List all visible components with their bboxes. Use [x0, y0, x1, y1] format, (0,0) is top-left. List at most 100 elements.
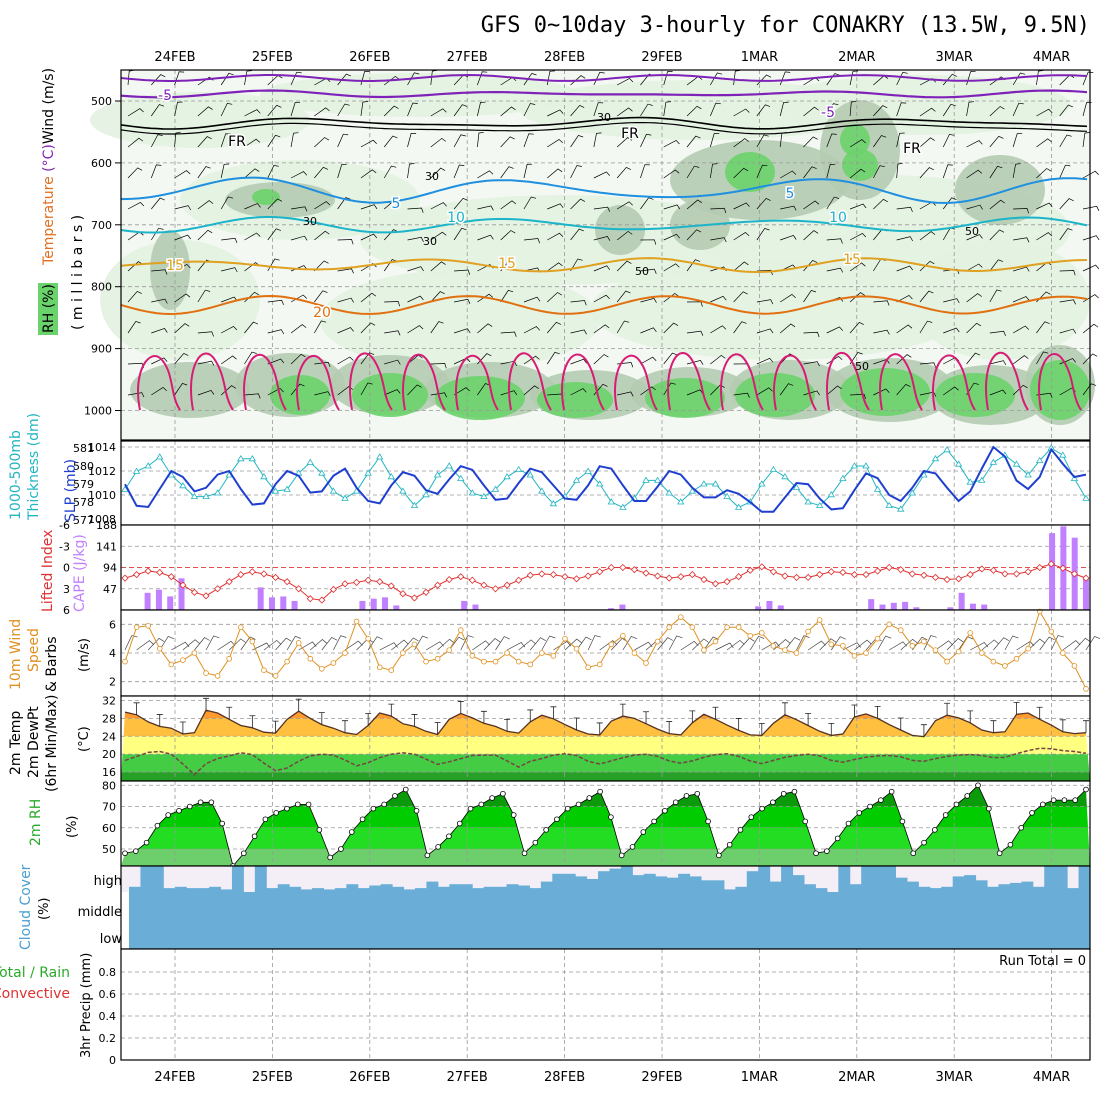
thickness-point: [642, 476, 650, 483]
upper-wind-barb: [849, 139, 866, 148]
upper-wind-barb: [663, 382, 676, 396]
wind-speed-point: [886, 621, 892, 628]
upper-wind-barb: [197, 200, 214, 210]
cape-tick-label: 188: [96, 519, 117, 532]
thickness-point: [491, 485, 500, 492]
slp-panel-bg: [121, 441, 1090, 525]
rh-2m-point: [273, 810, 279, 816]
rh-2m-point: [683, 793, 690, 799]
cloud-high-bar: [231, 866, 244, 892]
upper-wind-barb: [337, 103, 350, 117]
contour-freezing: [120, 116, 1088, 130]
upper-wind-barb: [849, 292, 865, 303]
rh-panel: 80 70 60 50 2m RH (%): [28, 779, 1091, 869]
temp-minmax-bar: [1059, 719, 1066, 732]
upper-wind-barb: [360, 204, 378, 210]
cloud-high-bar: [163, 888, 176, 892]
rh-2m-point: [888, 788, 895, 795]
upper-wind-barb: [1012, 72, 1026, 86]
upper-wind-barb: [500, 136, 515, 148]
rh-tick-label: 70: [102, 801, 116, 814]
contour-25-lobe: [508, 352, 552, 411]
rh-2m-point: [986, 805, 992, 812]
surface-wind-panel: 6 4 2 10m Wind Speed & Barbs (m/s): [8, 608, 1100, 697]
surface-wind-barb: [819, 638, 837, 651]
cloud-level-labels: high middle low: [78, 874, 123, 947]
upper-wind-barb: [1036, 202, 1053, 210]
thickness-point: [1035, 456, 1044, 463]
upper-wind-barb: [733, 167, 749, 179]
upper-wind-barb: [989, 259, 1004, 272]
wind-speed-point: [735, 624, 742, 630]
thickness-point: [781, 473, 789, 480]
upper-wind-barb: [454, 269, 471, 275]
upper-wind-barb: [454, 298, 471, 304]
upper-wind-barb: [616, 201, 633, 210]
upper-wind-barb: [1012, 355, 1029, 365]
rh-2m-point: [424, 852, 431, 859]
upper-wind-barb: [290, 71, 302, 86]
wind-speed-point: [133, 624, 140, 630]
upper-wind-barb: [733, 138, 750, 148]
lifted-index-point: [410, 594, 419, 602]
lifted-index-point: [711, 580, 720, 588]
upper-wind-barb: [686, 389, 704, 396]
upper-wind-barb: [942, 134, 955, 148]
cloud-high-bar: [849, 884, 862, 892]
upper-wind-barb: [383, 105, 399, 117]
wind-speed-point: [423, 658, 429, 665]
wind-speed-point: [793, 650, 800, 656]
contour-25-lobe: [773, 354, 817, 411]
rh-contour-label-30: 30: [425, 170, 439, 183]
lifted-index-point: [202, 592, 210, 600]
rh-2m-point: [942, 812, 949, 818]
wind-speed-point: [712, 638, 719, 645]
surface-wind-barb: [668, 635, 683, 651]
rh-2m-point: [759, 805, 765, 812]
contour-minus5-upper: [120, 73, 1088, 82]
wind-speed-point: [191, 650, 198, 656]
upper-wind-barb: [500, 166, 514, 179]
thickness-point: [943, 446, 951, 453]
rh-2m-point: [651, 818, 657, 825]
temp-minmax-bar: [411, 714, 418, 727]
lifted-index-point: [260, 570, 268, 578]
upper-wind-barb: [1059, 270, 1076, 276]
upper-wind-barb: [360, 233, 378, 241]
upper-wind-barb: [244, 70, 252, 86]
surface-wind-barb: [136, 640, 155, 651]
upper-wind-barb: [919, 260, 935, 272]
wind-speed-point: [388, 667, 395, 673]
cloud-high-bar: [209, 886, 222, 892]
upper-wind-barb: [477, 170, 494, 179]
upper-wind-barb: [127, 320, 141, 334]
upper-wind-barb: [384, 301, 401, 307]
upper-wind-barb: [547, 321, 562, 334]
cloud-high-bar: [392, 886, 405, 892]
temp-minmax-bar: [967, 710, 974, 723]
upper-wind-barb: [360, 101, 368, 117]
upper-wind-barb: [197, 229, 213, 241]
rh-2m-point: [597, 788, 603, 795]
upper-wind-barb: [686, 229, 702, 241]
lifted-index-point: [237, 571, 245, 579]
upper-wind-barb: [221, 325, 238, 334]
upper-panel-frame: [120, 69, 1091, 441]
upper-wind-barb: [966, 140, 983, 148]
upper-wind-barb: [127, 290, 142, 303]
surface-wind-barb: [275, 637, 292, 651]
upper-wind-barb: [942, 73, 957, 86]
upper-wind-barb: [523, 133, 534, 148]
temp-minmax-bar: [504, 718, 511, 732]
upper-wind-barb: [756, 197, 771, 210]
upper-wind-barb: [849, 100, 857, 117]
upper-wind-barb: [523, 72, 537, 86]
thickness-point: [213, 489, 222, 496]
rh-2m-point: [543, 827, 549, 833]
cloud-high-bar: [426, 881, 439, 892]
cape-bar: [947, 607, 954, 610]
upper-wind-barb: [453, 134, 466, 148]
wind-speed-point: [770, 643, 777, 649]
upper-wind-barb: [150, 134, 163, 148]
upper-wind-barb: [407, 266, 424, 272]
